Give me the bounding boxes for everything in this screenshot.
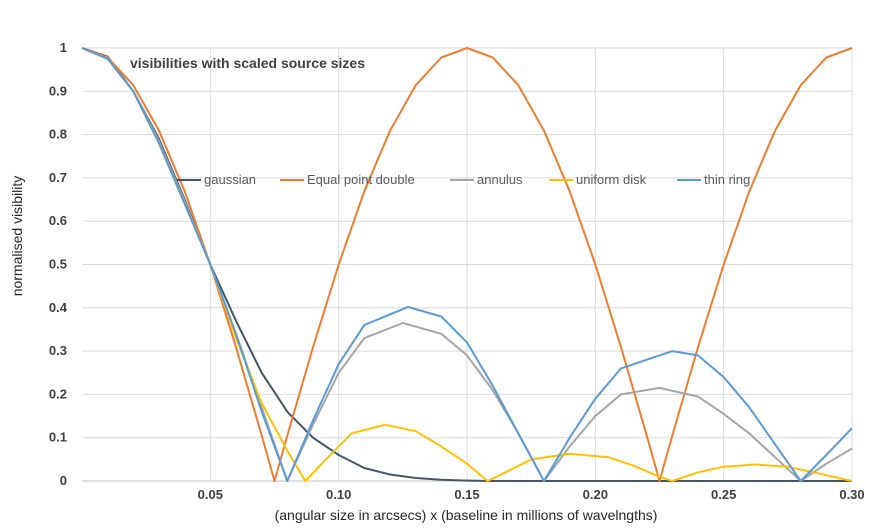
legend: gaussian Equal point double annulus uniform… xyxy=(177,172,750,187)
y-tick-label: 0.3 xyxy=(49,343,67,358)
chart-title: visibilities with scaled source sizes xyxy=(130,55,365,71)
y-axis-label: normalised visibility xyxy=(9,176,25,297)
x-tick-label: 0.20 xyxy=(583,487,608,502)
y-tick-label: 0.9 xyxy=(49,83,67,98)
x-tick-label: 0.30 xyxy=(839,487,864,502)
x-tick-label: 0.10 xyxy=(326,487,351,502)
legend-label-annulus: annulus xyxy=(477,172,523,187)
y-tick-label: 0.4 xyxy=(49,300,68,315)
y-tick-label: 0.6 xyxy=(49,213,67,228)
x-tick-label: 0.15 xyxy=(454,487,479,502)
legend-label-gaussian: gaussian xyxy=(204,172,256,187)
x-tick-label: 0.05 xyxy=(198,487,223,502)
y-tick-label: 1 xyxy=(60,40,67,55)
y-tick-label: 0.2 xyxy=(49,386,67,401)
y-tick-label: 0.5 xyxy=(49,257,67,272)
series-group xyxy=(81,47,853,482)
legend-label-thin-ring: thin ring xyxy=(704,172,750,187)
x-axis-label: (angular size in arcsecs) x (baseline in… xyxy=(275,507,658,523)
x-tick-label: 0.25 xyxy=(711,487,736,502)
y-tick-label: 0.1 xyxy=(49,430,67,445)
legend-label-uniform-disk: uniform disk xyxy=(576,172,647,187)
series-line-thin-ring xyxy=(81,47,853,482)
legend-label-equal-point-double: Equal point double xyxy=(307,172,415,187)
y-tick-label: 0.7 xyxy=(49,170,67,185)
y-tick-label: 0.8 xyxy=(49,127,67,142)
y-tick-label: 0 xyxy=(60,473,67,488)
